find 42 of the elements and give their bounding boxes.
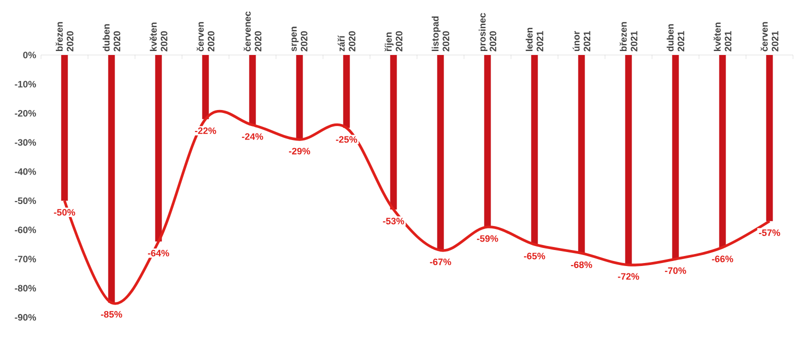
- x-tick-label: červenec 2020: [244, 11, 262, 52]
- y-tick-label: -90%: [14, 314, 36, 321]
- data-label: -22%: [194, 127, 216, 134]
- data-label: -59%: [476, 235, 498, 242]
- x-tick-label: květen 2021: [714, 22, 732, 52]
- data-label: -64%: [148, 250, 170, 256]
- y-tick-label: -80%: [14, 284, 36, 292]
- data-label: -53%: [382, 218, 404, 224]
- x-tick-label: leden 2021: [526, 28, 544, 52]
- y-tick-label: -50%: [14, 197, 36, 204]
- x-tick-label: květen 2020: [150, 22, 168, 52]
- data-label: -72%: [618, 273, 640, 280]
- y-tick-label: -60%: [14, 226, 36, 234]
- y-tick-label: -10%: [14, 80, 36, 88]
- y-tick-label: -20%: [14, 110, 36, 117]
- x-tick-label: říjen 2020: [384, 31, 402, 52]
- x-tick-label: duben 2021: [666, 24, 684, 52]
- data-label: -29%: [288, 148, 310, 154]
- x-tick-label: srpen 2020: [292, 26, 308, 52]
- data-label: -50%: [54, 209, 76, 216]
- x-tick-label: červen 2020: [196, 22, 214, 52]
- y-tick-label: 0%: [23, 52, 36, 58]
- y-tick-label: -30%: [14, 139, 36, 146]
- data-label: -25%: [336, 136, 358, 143]
- x-tick-label: září 2020: [338, 31, 356, 52]
- data-label: -65%: [524, 252, 546, 260]
- x-tick-label: prosinec 2020: [478, 13, 496, 52]
- x-tick-label: červen 2021: [760, 22, 778, 52]
- data-label: -24%: [242, 133, 264, 140]
- data-label: -67%: [430, 258, 452, 266]
- x-tick-label: březen 2020: [56, 22, 74, 52]
- x-tick-label: duben 2020: [102, 24, 120, 52]
- y-tick-label: -70%: [14, 256, 36, 262]
- data-label: -70%: [664, 267, 686, 274]
- data-label: -57%: [758, 229, 780, 236]
- y-tick-label: -40%: [14, 168, 36, 175]
- data-label: -68%: [570, 261, 592, 268]
- x-tick-label: únor 2021: [572, 31, 590, 52]
- x-tick-label: listopad 2020: [432, 16, 450, 52]
- data-label: -85%: [100, 311, 122, 318]
- x-tick-label: březen 2021: [620, 22, 638, 52]
- data-label: -66%: [712, 256, 734, 262]
